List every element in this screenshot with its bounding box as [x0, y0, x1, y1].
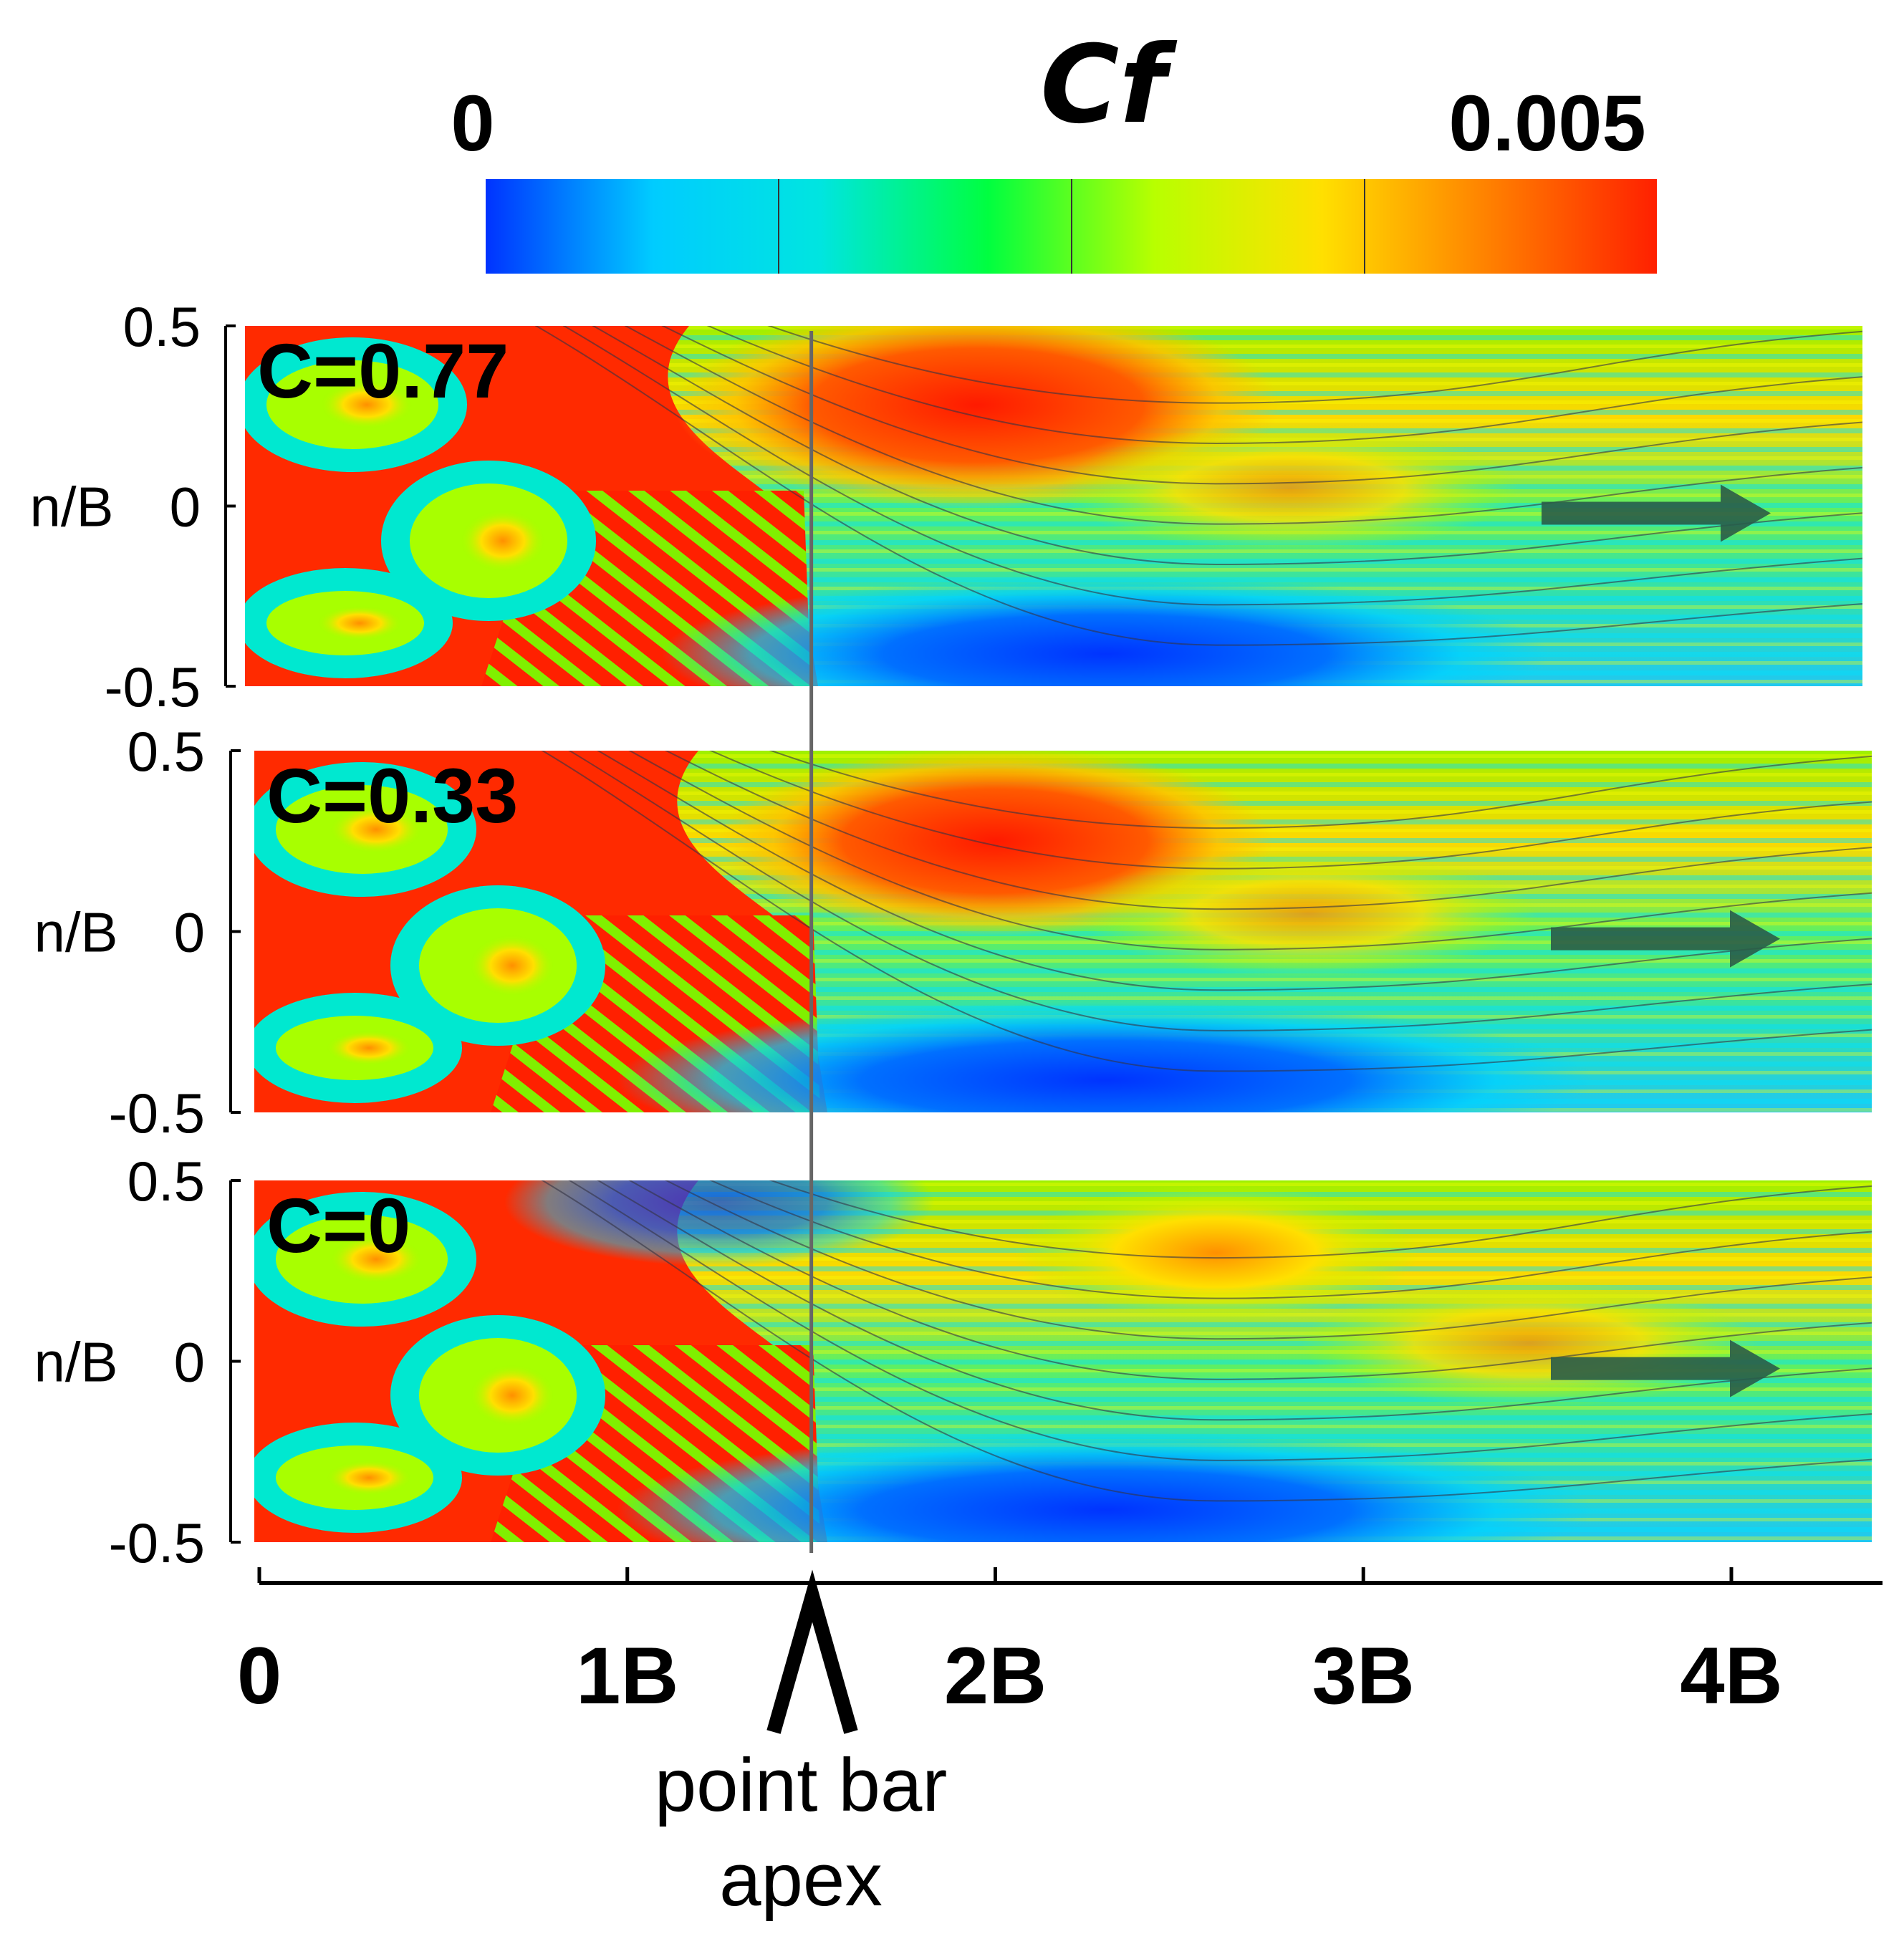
y-axis-label: n/B: [34, 1331, 117, 1394]
apex-label-line1: point bar: [655, 1743, 948, 1827]
streamline: [568, 751, 1872, 1031]
panel-label: C=0.33: [266, 752, 518, 839]
streamline: [709, 751, 1872, 870]
low-cf-region: [661, 575, 1550, 686]
streamline: [568, 1180, 1872, 1461]
panel-label: C=0: [266, 1182, 410, 1269]
colorbar: Cf 0 0.005: [451, 23, 1657, 274]
streamline: [597, 1180, 1872, 1421]
streamline: [769, 751, 1872, 829]
y-tick-label: -0.5: [109, 1511, 205, 1574]
loop-core: [468, 934, 556, 997]
loop-core: [329, 1234, 423, 1284]
streamline: [767, 326, 1862, 404]
streamline: [562, 326, 1862, 606]
y-tick-label: 0.5: [123, 295, 201, 358]
flow-direction-arrow: [1551, 1339, 1780, 1397]
streamline: [628, 1180, 1872, 1380]
y-tick-label: -0.5: [105, 655, 201, 718]
mid-channel-yellow-region: [1299, 1279, 1759, 1408]
panel-field: [254, 751, 1872, 1112]
y-tick-label: 0.5: [128, 720, 205, 783]
apex-annotation: point bar apex: [655, 1569, 948, 1922]
flow-direction-arrow: [1551, 910, 1780, 968]
panel-label: C=0.77: [257, 327, 509, 414]
y-tick-label: 0: [174, 901, 205, 964]
streamline: [628, 751, 1872, 951]
colorbar-title: Cf: [1040, 23, 1177, 148]
high-cf-hotspot: [1014, 1184, 1418, 1322]
streamline: [706, 326, 1862, 444]
low-cf-region: [617, 1001, 1595, 1112]
y-tick-label: 0.5: [128, 1150, 205, 1213]
streamline: [664, 1180, 1872, 1340]
loop-core: [319, 380, 414, 430]
apex-caret: [766, 1569, 858, 1734]
loop-core: [325, 1030, 413, 1066]
panel-field: [245, 326, 1862, 686]
streamline: [541, 1180, 1872, 1502]
y-axis-label: n/B: [34, 901, 117, 964]
mid-channel-yellow-region: [1060, 423, 1519, 553]
panel: C=0.77 0.5 0 -0.5 n/B: [29, 295, 1862, 718]
streamline: [534, 326, 1862, 646]
y-tick-label: 0: [174, 1331, 205, 1394]
streamline: [597, 751, 1872, 991]
x-axis: 0 1B 2B 3B 4B: [237, 1567, 1883, 1721]
streamline: [709, 1180, 1872, 1299]
streamline: [664, 751, 1872, 910]
y-tick-label: 0: [170, 476, 201, 539]
y-tick-label: -0.5: [109, 1082, 205, 1145]
loop-core: [468, 1364, 556, 1427]
y-axis-label: n/B: [29, 476, 113, 539]
colorbar-min-label: 0: [451, 80, 494, 168]
upper-low-cf-region: [504, 1180, 935, 1266]
mid-channel-yellow-region: [1079, 849, 1538, 978]
streamline: [624, 326, 1862, 525]
loop-core: [325, 1460, 413, 1496]
streamline: [769, 1180, 1872, 1259]
colorbar-max-label: 0.005: [1448, 80, 1645, 168]
x-tick-label: 0: [237, 1631, 282, 1721]
flow-direction-arrow: [1542, 484, 1771, 542]
streamline: [661, 326, 1862, 485]
low-cf-region: [617, 1431, 1595, 1542]
x-tick-label: 1B: [576, 1631, 678, 1721]
panels: C=0.77 0.5 0 -0.5 n/B C=0.33 0.5 0 -0.5 n/B C=0 0.5…: [29, 295, 1872, 1574]
panel-field: [254, 1180, 1872, 1542]
panel: C=0 0.5 0 -0.5 n/B: [34, 1150, 1872, 1574]
loop-core: [459, 509, 547, 572]
streamline: [592, 326, 1862, 565]
loop-core: [316, 605, 403, 641]
panel: C=0.33 0.5 0 -0.5 n/B: [34, 720, 1872, 1145]
x-tick-label: 3B: [1312, 1631, 1415, 1721]
x-tick-label: 4B: [1680, 1631, 1782, 1721]
x-tick-label: 2B: [944, 1631, 1047, 1721]
loop-core: [329, 804, 423, 855]
apex-label-line2: apex: [719, 1838, 883, 1922]
streamline: [541, 751, 1872, 1072]
